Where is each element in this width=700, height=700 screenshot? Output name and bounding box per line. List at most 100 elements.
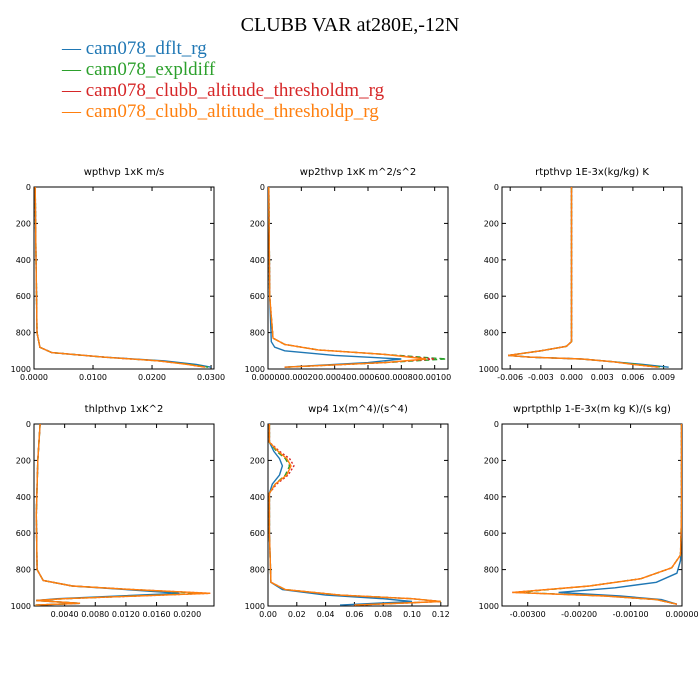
plot-frame [267, 423, 449, 607]
series-line-cam078_expldiff [34, 187, 209, 368]
x-tick-label: 0.0200 [138, 373, 166, 382]
chart-title: wpthvp 1xK m/s [84, 167, 165, 178]
series-line-cam078_dflt_rg [558, 424, 682, 605]
y-tick-label: 600 [484, 292, 499, 301]
x-tick-label: 0.0300 [197, 373, 225, 382]
x-tick-label: 0.0080 [81, 610, 109, 619]
x-tick-label: 0.00060 [351, 373, 384, 382]
y-tick-label: 1000 [479, 602, 499, 611]
series-line-cam078_clubb_altitude_thresholdm_rg [35, 424, 211, 606]
legend-label: cam078_clubb_altitude_thresholdp_rg [85, 101, 379, 122]
chart-panel: rtpthvp 1E-3x(kg/kg) K02004006008001000-… [479, 167, 683, 382]
x-tick-label: 0.06 [345, 610, 363, 619]
series-line-cam078_clubb_altitude_thresholdp_rg [268, 187, 427, 368]
legend-entry: — cam078_clubb_altitude_thresholdm_rg [62, 80, 384, 101]
plot-frame [501, 423, 683, 607]
y-tick-label: 800 [250, 329, 265, 338]
page-title: CLUBB VAR at280E,-12N [240, 14, 460, 36]
x-tick-label: 0.00040 [318, 373, 351, 382]
x-tick-label: 0.0160 [143, 610, 171, 619]
chart-panel: wprtpthlp 1-E-3x(m kg K)/(s kg) 0 200 400 60… [479, 404, 699, 619]
series-line-cam078_clubb_altitude_thresholdp_rg [35, 424, 211, 606]
y-tick-label: 0 [260, 420, 265, 429]
x-tick-label: 0.00020 [285, 373, 318, 382]
y-tick-label: 400 [16, 493, 31, 502]
series-line-cam078_expldiff [508, 187, 664, 368]
y-tick-label: 0 [494, 183, 499, 192]
y-tick-label: 200 [16, 456, 31, 465]
series-line-cam078_expldiff [517, 424, 682, 605]
x-tick-label: 0.10 [403, 610, 421, 619]
y-tick-label: 600 [250, 292, 265, 301]
y-tick-label: 400 [250, 256, 265, 265]
y-tick-label: 800 [16, 566, 31, 575]
x-tick-label: 0.04 [317, 610, 335, 619]
legend: — cam078_dflt_rg — cam078_expldiff — cam… [62, 38, 384, 122]
y-tick-label: 200 [484, 219, 499, 228]
series-line-cam078_clubb_altitude_thresholdm_rg [508, 187, 659, 368]
y-tick-label: 1000 [245, 602, 265, 611]
series-line-cam078_clubb_altitude_thresholdm_rg [512, 424, 682, 605]
y-tick-label: 400 [16, 256, 31, 265]
y-tick-label: 600 [16, 292, 31, 301]
series-line-cam078_dflt_rg [268, 187, 402, 368]
series-line-cam078_expldiff [268, 424, 441, 606]
x-tick-label: 0.00000 [251, 373, 284, 382]
plot-frame [501, 186, 683, 370]
legend-label: cam078_dflt_rg [85, 38, 207, 59]
y-tick-label: 0 [494, 420, 499, 429]
x-tick-label: -0.00300 [510, 610, 546, 619]
y-tick-label: 0 [26, 420, 31, 429]
y-tick-label: 800 [16, 329, 31, 338]
x-tick-label: 0.00100 [418, 373, 451, 382]
chart-title: rtpthvp 1E-3x(kg/kg) K [535, 167, 649, 178]
y-tick-label: 800 [484, 329, 499, 338]
x-tick-label: 0.0000 [20, 373, 48, 382]
chart-title: wprtpthlp 1-E-3x(m kg K)/(s kg) [513, 404, 671, 415]
y-tick-label: 0 [260, 183, 265, 192]
series-line-cam078_clubb_altitude_thresholdp_rg [34, 187, 206, 368]
y-tick-label: 600 [16, 529, 31, 538]
series-line-cam078_clubb_altitude_thresholdp_rg [268, 424, 441, 606]
legend-line: — [62, 101, 86, 122]
series-line-cam078_dflt_rg [508, 187, 669, 368]
y-tick-label: 400 [250, 493, 265, 502]
y-tick-label: 600 [484, 529, 499, 538]
x-tick-label: 0.003 [591, 373, 614, 382]
y-tick-label: 200 [484, 456, 499, 465]
series-line-cam078_clubb_altitude_thresholdm_rg [268, 424, 441, 606]
y-tick-label: 400 [484, 256, 499, 265]
y-tick-label: 1000 [245, 365, 265, 374]
series-line-cam078_expldiff [268, 187, 447, 368]
legend-label: cam078_expldiff [85, 59, 216, 80]
x-tick-label: 0.0120 [112, 610, 140, 619]
x-tick-label: -0.006 [497, 373, 523, 382]
series-line-cam078_dflt_rg [34, 187, 212, 368]
chart-title: wp4 1x(m^4)/(s^4) [308, 404, 408, 415]
y-tick-label: 400 [484, 493, 499, 502]
legend-entry: — cam078_expldiff [62, 59, 384, 80]
legend-entry: — cam078_clubb_altitude_thresholdp_rg [62, 101, 384, 122]
x-tick-label: 0.00 [259, 610, 277, 619]
x-tick-label: -0.00100 [613, 610, 649, 619]
x-tick-label: 0.02 [288, 610, 306, 619]
plot-frame [33, 186, 215, 370]
y-tick-label: 800 [250, 566, 265, 575]
chart-title: wp2thvp 1xK m^2/s^2 [300, 167, 416, 178]
y-tick-label: 800 [484, 566, 499, 575]
x-tick-label: -0.00200 [561, 610, 597, 619]
x-tick-label: 0.0200 [173, 610, 201, 619]
legend-line: — [62, 38, 86, 59]
x-tick-label: 0.0040 [51, 610, 79, 619]
y-tick-label: 0 [26, 183, 31, 192]
legend-label: cam078_clubb_altitude_thresholdm_rg [85, 80, 385, 101]
plot-frame [267, 186, 449, 370]
series-line-cam078_clubb_altitude_thresholdm_rg [34, 187, 206, 368]
x-tick-label: 0.000 [560, 373, 583, 382]
x-tick-label: 0.009 [652, 373, 675, 382]
legend-line: — [62, 80, 86, 101]
legend-line: — [62, 59, 86, 80]
